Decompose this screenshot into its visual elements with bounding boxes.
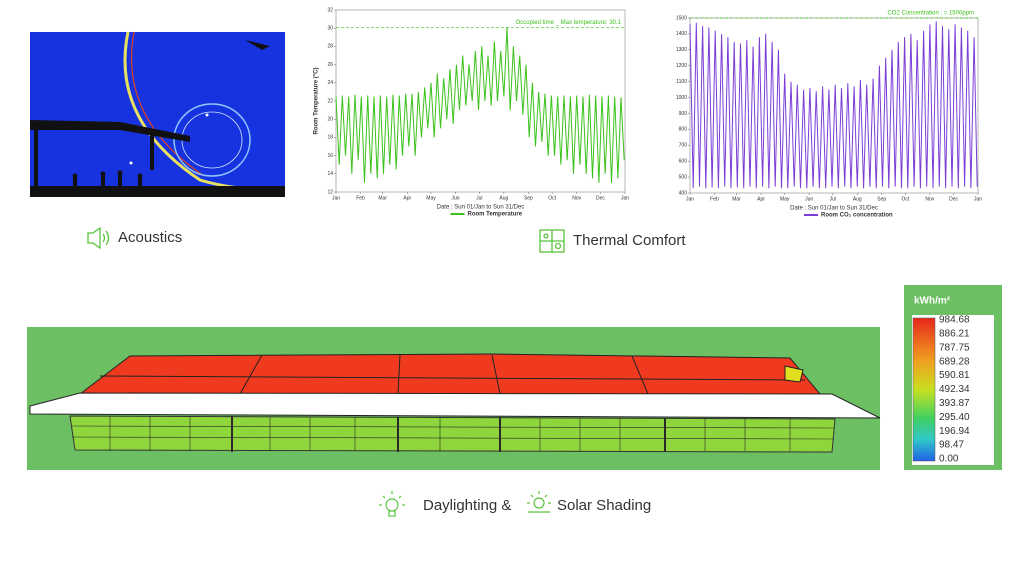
y-tick-label: 600 bbox=[679, 159, 688, 165]
section-label: Acoustics bbox=[118, 229, 182, 246]
y-tick-label: 32 bbox=[327, 7, 333, 13]
section-label: Daylighting & bbox=[423, 497, 511, 514]
y-tick-label: 900 bbox=[679, 111, 688, 117]
colorbar-unit: kWh/m² bbox=[914, 296, 951, 307]
reference-label: Occupied time _ Max temperature: 30.1 bbox=[516, 20, 622, 26]
y-tick-label: 1400 bbox=[676, 31, 687, 37]
legend-label: Room CO₂ concentration bbox=[821, 213, 893, 219]
colorbar bbox=[904, 285, 1002, 470]
colorbar-label: 787.75 bbox=[939, 342, 970, 353]
data-line bbox=[335, 27, 625, 183]
colorbar-label: 590.81 bbox=[939, 370, 970, 381]
y-tick-label: 30 bbox=[327, 26, 333, 32]
y-tick-label: 14 bbox=[327, 171, 333, 177]
x-tick-label: Aug bbox=[853, 196, 862, 202]
y-tick-label: 24 bbox=[327, 80, 333, 86]
colorbar-label: 295.40 bbox=[939, 412, 970, 423]
x-tick-label: Jan bbox=[686, 196, 694, 202]
y-tick-label: 18 bbox=[327, 135, 333, 141]
colorbar-label: 98.47 bbox=[939, 440, 964, 451]
reference-label: CO2 Concentration : = 1500ppm bbox=[887, 11, 974, 17]
x-tick-label: Nov bbox=[925, 196, 934, 202]
y-tick-label: 20 bbox=[327, 117, 333, 123]
x-tick-label: Oct bbox=[548, 195, 556, 201]
x-tick-label: Apr bbox=[757, 196, 765, 202]
acoustics-image bbox=[30, 31, 286, 197]
section-label: Thermal Comfort bbox=[573, 232, 686, 249]
y-tick-label: 1500 bbox=[676, 15, 687, 21]
x-tick-label: Sep bbox=[524, 195, 533, 201]
y-tick-label: 12 bbox=[327, 189, 333, 195]
x-tick-label: Dec bbox=[596, 195, 605, 201]
y-tick-label: 22 bbox=[327, 98, 333, 104]
plot-frame bbox=[335, 9, 626, 193]
colorbar-label: 984.68 bbox=[939, 315, 970, 326]
x-tick-label: Jul bbox=[830, 196, 836, 202]
acoustics-icon bbox=[87, 226, 110, 250]
x-tick-label: Jun bbox=[805, 196, 813, 202]
x-tick-label: Dec bbox=[949, 196, 958, 202]
colorbar-label: 492.34 bbox=[939, 384, 970, 395]
x-tick-label: May bbox=[426, 195, 436, 201]
y-tick-label: 26 bbox=[327, 62, 333, 68]
section-label: Solar Shading bbox=[557, 497, 651, 514]
thermal-icon bbox=[539, 229, 565, 253]
x-tick-label: Jan bbox=[974, 196, 982, 202]
y-tick-label: 800 bbox=[679, 127, 688, 133]
y-tick-label: 400 bbox=[679, 190, 688, 196]
legend-label: Room Temperature bbox=[468, 212, 523, 218]
colorbar-label: 886.21 bbox=[939, 329, 970, 340]
y-tick-label: 1200 bbox=[676, 63, 687, 69]
x-tick-label: Feb bbox=[356, 195, 365, 201]
plot-frame bbox=[689, 17, 979, 194]
x-tick-label: Oct bbox=[902, 196, 910, 202]
y-tick-label: 700 bbox=[679, 143, 688, 149]
x-tick-label: Nov bbox=[572, 195, 581, 201]
x-tick-label: Mar bbox=[732, 196, 741, 202]
x-tick-label: Aug bbox=[499, 195, 508, 201]
x-tick-label: Sep bbox=[877, 196, 886, 202]
shading-icon bbox=[527, 491, 551, 513]
colorbar-label: 196.94 bbox=[939, 426, 970, 437]
x-tick-label: Apr bbox=[403, 195, 411, 201]
daylight-icon bbox=[379, 491, 405, 517]
y-tick-label: 1300 bbox=[676, 47, 687, 53]
y-tick-label: 1100 bbox=[676, 79, 687, 85]
y-axis-label: Room Temperature (°C) bbox=[314, 68, 320, 135]
colorbar-label: 0.00 bbox=[939, 454, 959, 465]
x-tick-label: Jan bbox=[332, 195, 340, 201]
x-axis-label: Date : Sun 01/Jan to Sun 31/Dec bbox=[790, 206, 878, 212]
x-tick-label: Jul bbox=[476, 195, 482, 201]
x-tick-label: Jun bbox=[452, 195, 460, 201]
colorbar-label: 689.28 bbox=[939, 356, 970, 367]
y-tick-label: 500 bbox=[679, 174, 688, 180]
y-tick-label: 1000 bbox=[676, 95, 687, 101]
colorbar-label: 393.87 bbox=[939, 398, 970, 409]
building-image bbox=[27, 327, 881, 470]
y-tick-label: 16 bbox=[327, 153, 333, 159]
x-tick-label: Feb bbox=[710, 196, 719, 202]
x-axis-label: Date : Sun 01/Jan to Sun 31/Dec bbox=[437, 205, 525, 211]
x-tick-label: May bbox=[780, 196, 790, 202]
x-tick-label: Jan bbox=[621, 195, 629, 201]
x-tick-label: Mar bbox=[378, 195, 387, 201]
y-tick-label: 28 bbox=[327, 44, 333, 50]
data-line bbox=[689, 21, 978, 189]
